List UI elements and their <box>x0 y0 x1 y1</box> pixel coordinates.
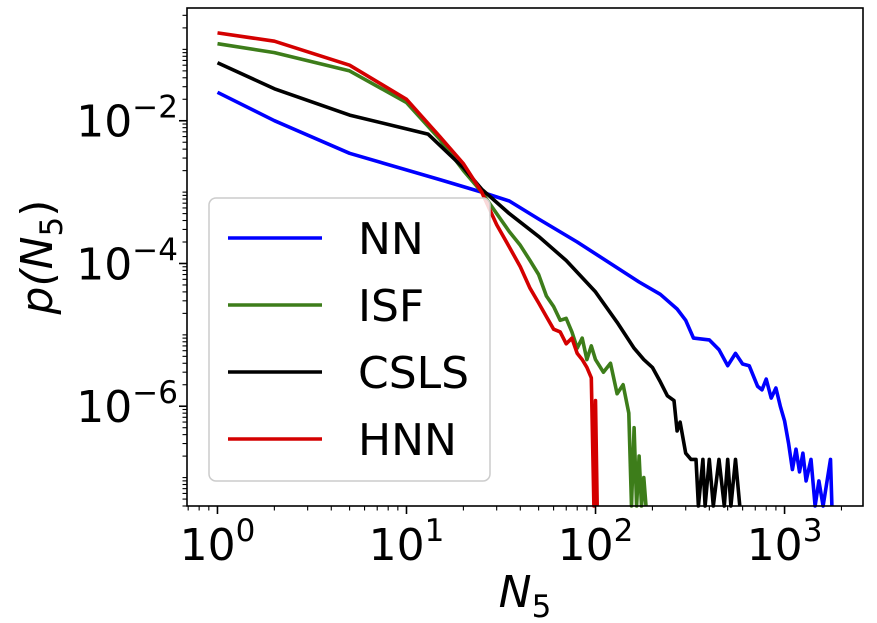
x-axis-label: N5 <box>499 567 552 623</box>
y-axis-label: p(N5) <box>12 200 70 316</box>
y-tick-label: 10−2 <box>76 90 178 148</box>
x-axis-ticks: 100 101 102 103 <box>180 506 843 571</box>
series-line-isf <box>217 41 648 508</box>
series-line-nn <box>216 90 834 508</box>
legend-label-csls: CSLS <box>358 348 469 399</box>
legend-label-isf: ISF <box>358 281 424 332</box>
y-tick-label: 10−4 <box>76 232 178 290</box>
series-layer <box>216 31 834 508</box>
legend-label-nn: NN <box>358 214 424 265</box>
plot-frame <box>186 7 864 507</box>
legend: NN ISF CSLS HNN <box>208 197 491 482</box>
legend-label-hnn: HNN <box>358 415 457 466</box>
x-tick-label: 100 <box>180 513 256 571</box>
x-tick-label: 102 <box>558 513 634 571</box>
series-line-csls <box>216 61 742 508</box>
y-tick-label: 10−6 <box>76 375 178 433</box>
y-axis-ticks: 10−2 10−4 10−6 <box>76 14 187 507</box>
x-tick-label: 103 <box>747 513 823 571</box>
series-line-hnn <box>217 31 599 508</box>
legend-box <box>208 197 491 482</box>
legend-items: NN ISF CSLS HNN <box>228 214 469 466</box>
x-tick-label: 101 <box>369 513 445 571</box>
